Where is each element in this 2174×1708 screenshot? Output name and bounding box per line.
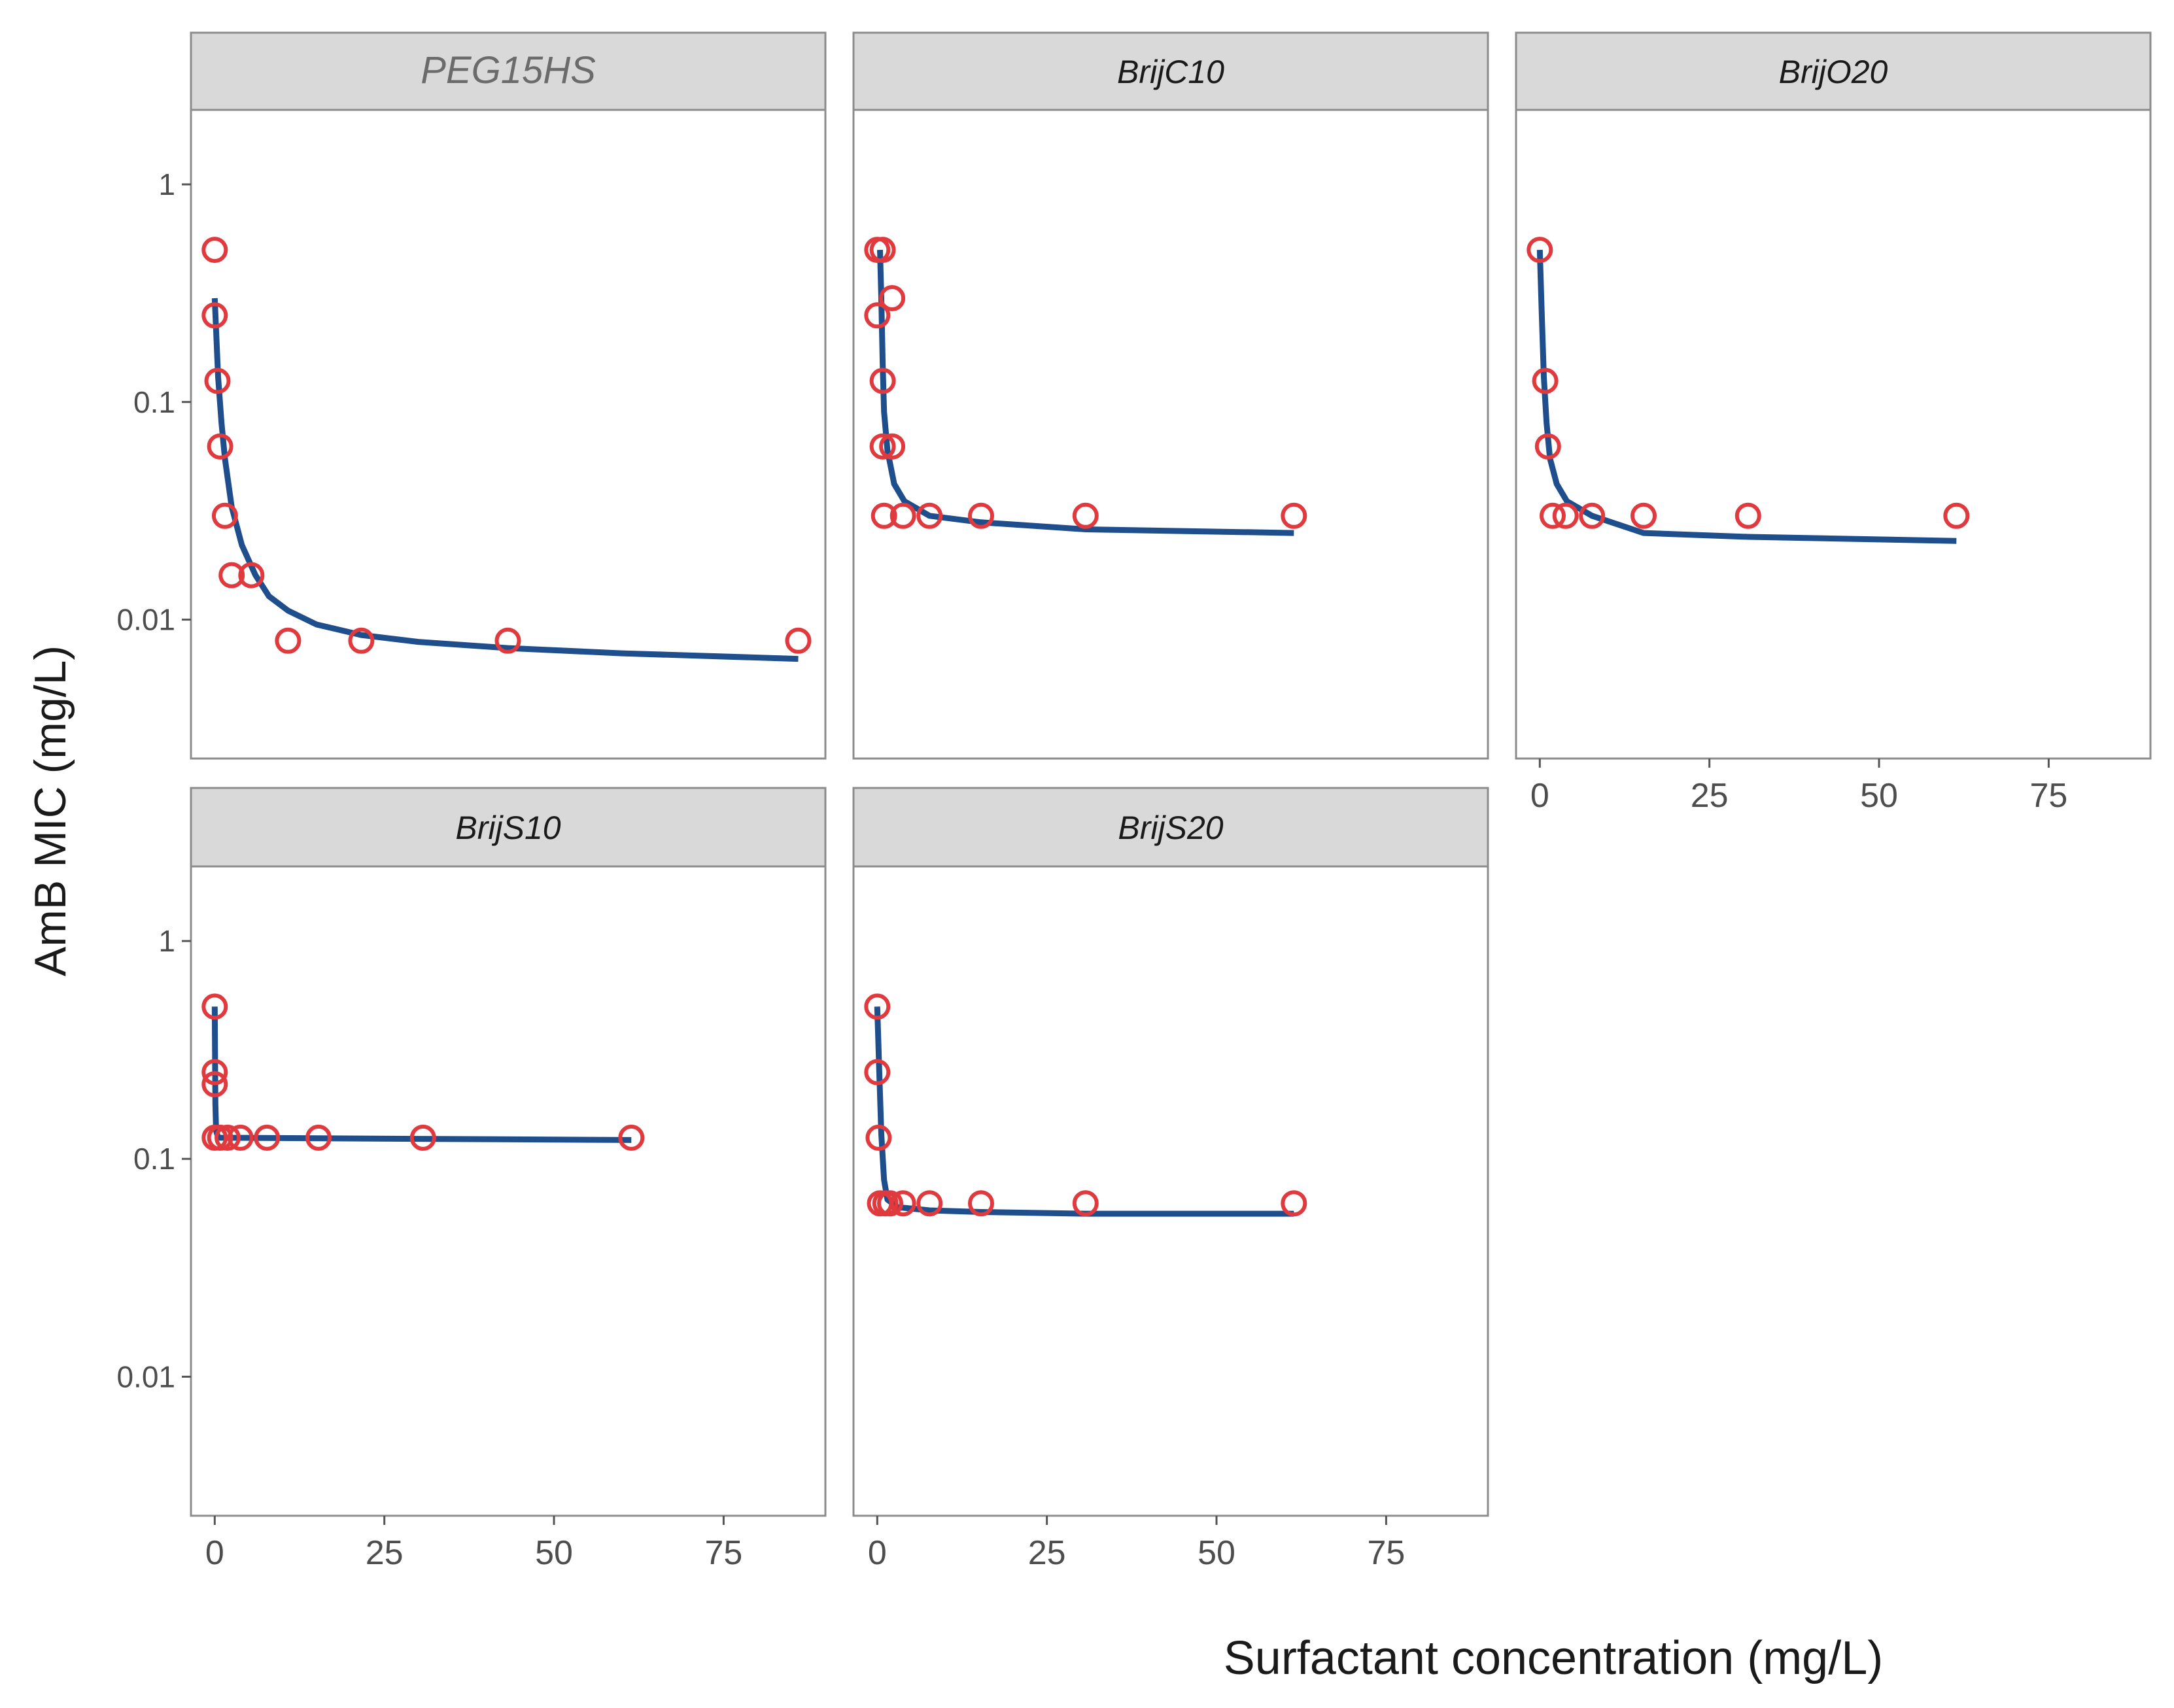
data-point-brijc10-11: [1072, 502, 1099, 529]
data-point-peg15hs-0: [201, 237, 228, 264]
panel-data-brijc10: [864, 237, 1307, 536]
panel-frame-brijs20: [852, 865, 1489, 1517]
data-point-brijs20-8: [968, 1190, 994, 1217]
strip-title-brijc10: BrijC10: [1117, 54, 1224, 90]
data-point-brijo20-7: [1734, 502, 1761, 529]
panel-data-brijs20: [864, 993, 1307, 1217]
data-point-brijs10-1: [201, 1059, 228, 1085]
data-point-brijc10-8: [889, 502, 916, 529]
panel-data-brijo20: [1527, 237, 1970, 544]
data-point-brijo20-4: [1552, 502, 1579, 529]
panels-layer: PEG15HS 1 0.1 0.01 BrijC10 BrijO20 0 25 50 75 Brij…: [116, 31, 2152, 1572]
panel-frame-peg15hs: [190, 109, 827, 760]
y-axis-title: AmB MIC (mg/L): [26, 645, 75, 976]
data-point-brijs20-7: [916, 1190, 943, 1217]
strip-brijo20: [1515, 31, 2152, 111]
data-point-peg15hs-9: [494, 627, 521, 654]
x-tick-label-brijs10-2: 50: [535, 1534, 573, 1572]
data-point-brijc10-7: [871, 502, 897, 529]
x-tick-label-brijs20-0: 0: [868, 1534, 887, 1572]
x-tick-label-brijs10-1: 25: [366, 1534, 404, 1572]
data-point-brijs10-2: [201, 1071, 228, 1098]
data-point-brijs10-8: [305, 1124, 332, 1151]
data-point-brijo20-3: [1540, 502, 1566, 529]
data-point-brijs20-9: [1072, 1190, 1099, 1217]
strip-brijs20: [852, 787, 1489, 868]
x-tick-label-brijo20-2: 50: [1860, 777, 1898, 815]
data-point-brijs20-1: [864, 1059, 891, 1085]
data-point-brijc10-5: [869, 433, 896, 460]
data-point-peg15hs-8: [348, 627, 375, 654]
x-axis-title: Surfactant concentration (mg/L): [1224, 1632, 1884, 1684]
data-point-brijc10-9: [916, 502, 943, 529]
data-point-peg15hs-6: [238, 562, 265, 589]
y-tick-label-brijs10-1: 0.1: [133, 1142, 175, 1176]
fit-curve-brijs10: [211, 1006, 632, 1143]
strip-brijc10: [852, 31, 1489, 111]
data-point-peg15hs-10: [785, 627, 812, 654]
data-point-brijo20-2: [1534, 433, 1561, 460]
data-point-brijc10-2: [879, 285, 906, 311]
data-point-brijc10-4: [869, 367, 896, 394]
strip-title-brijo20: BrijO20: [1779, 54, 1888, 90]
y-tick-label-peg15hs-2: 0.01: [116, 603, 175, 637]
x-tick-label-brijs20-3: 75: [1367, 1534, 1405, 1572]
fit-curve-brijo20: [1536, 249, 1957, 544]
x-tick-label-brijs10-0: 0: [205, 1534, 224, 1572]
y-tick-label-brijs10-0: 1: [158, 924, 175, 958]
data-point-brijs20-0: [864, 993, 891, 1020]
data-point-brijs20-6: [889, 1190, 916, 1217]
data-point-brijs10-5: [215, 1124, 241, 1151]
data-point-brijs10-6: [227, 1124, 254, 1151]
y-tick-label-brijs10-2: 0.01: [116, 1359, 175, 1393]
data-point-brijs10-10: [618, 1124, 645, 1151]
x-tick-label-brijo20-3: 75: [2029, 777, 2067, 815]
data-point-peg15hs-5: [218, 562, 245, 589]
strip-peg15hs: [190, 31, 827, 111]
panel-frame-brijc10: [852, 109, 1489, 760]
y-tick-label-peg15hs-0: 1: [158, 167, 175, 201]
strip-title-brijs10: BrijS10: [455, 810, 561, 846]
x-tick-label-brijo20-1: 25: [1691, 777, 1729, 815]
data-point-peg15hs-3: [207, 433, 233, 460]
fit-curve-brijc10: [877, 249, 1294, 536]
data-point-brijo20-5: [1579, 502, 1606, 529]
data-point-brijs10-9: [409, 1124, 436, 1151]
data-point-peg15hs-1: [201, 302, 228, 329]
strip-brijs10: [190, 787, 827, 868]
data-point-brijo20-1: [1532, 367, 1559, 394]
data-point-brijs10-7: [254, 1124, 281, 1151]
data-point-brijc10-10: [968, 502, 994, 529]
data-point-brijc10-3: [864, 302, 891, 329]
panel-data-peg15hs: [201, 237, 812, 662]
y-tick-label-peg15hs-1: 0.1: [133, 385, 175, 419]
data-point-brijc10-12: [1281, 502, 1307, 529]
panel-data-brijs10: [201, 993, 645, 1151]
panel-frame-brijo20: [1515, 109, 2152, 760]
data-point-brijc10-1: [869, 237, 896, 264]
x-tick-label-brijs20-2: 50: [1198, 1534, 1235, 1572]
x-tick-label-brijs20-1: 25: [1028, 1534, 1066, 1572]
data-point-peg15hs-7: [275, 627, 302, 654]
data-point-peg15hs-2: [204, 367, 231, 394]
data-point-brijo20-6: [1630, 502, 1657, 529]
data-point-brijs20-5: [877, 1190, 903, 1217]
data-point-brijs20-10: [1281, 1190, 1307, 1217]
strip-title-brijs20: BrijS20: [1118, 810, 1223, 846]
data-point-brijo20-8: [1943, 502, 1970, 529]
data-point-peg15hs-4: [211, 502, 238, 529]
x-tick-label-brijo20-0: 0: [1530, 777, 1549, 815]
panel-frame-brijs10: [190, 865, 827, 1517]
strip-title-peg15hs: PEG15HS: [421, 49, 596, 92]
data-point-brijo20-0: [1527, 237, 1553, 264]
data-point-brijc10-6: [879, 433, 906, 460]
data-point-brijs20-2: [865, 1124, 892, 1151]
data-point-brijs10-0: [201, 993, 228, 1020]
x-tick-label-brijs10-3: 75: [704, 1534, 742, 1572]
